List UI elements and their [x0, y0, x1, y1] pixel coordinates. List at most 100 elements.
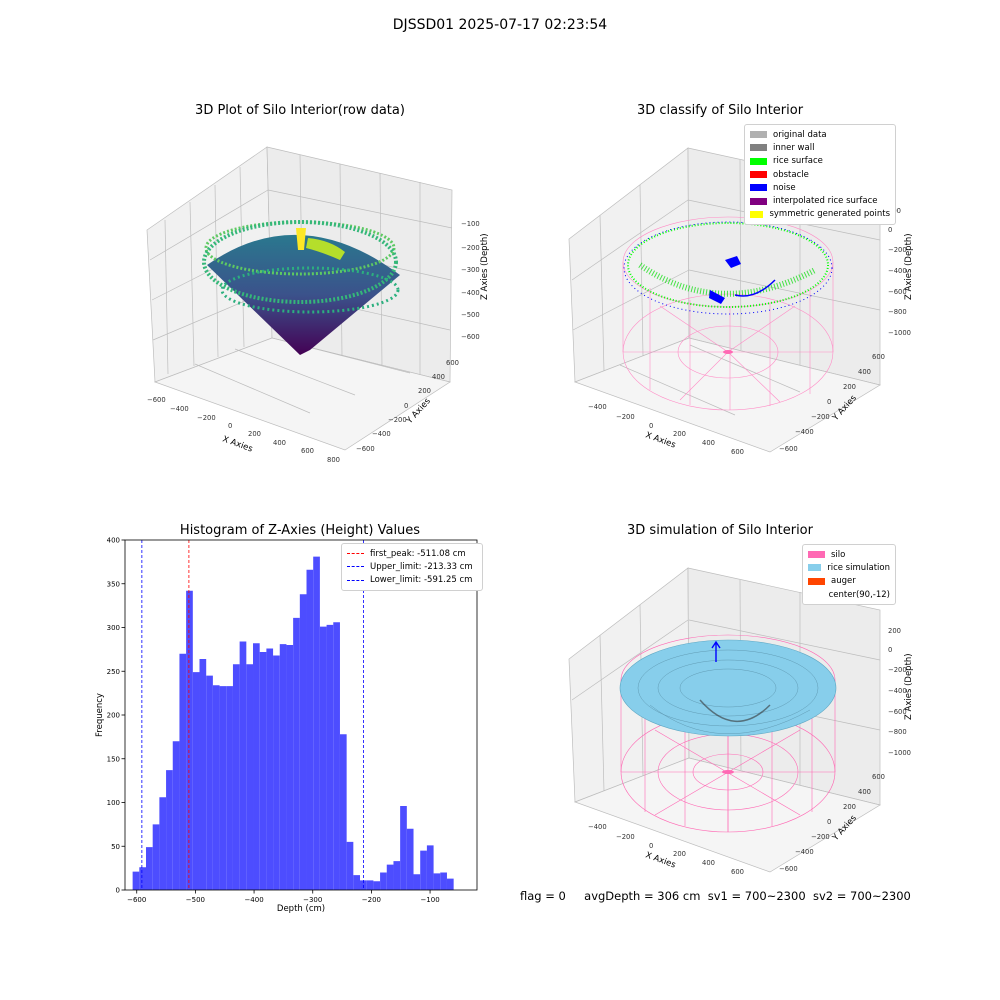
- histogram-bar: [339, 734, 347, 890]
- histogram-bar: [393, 861, 401, 890]
- legend-item-rice-surface: rice surface: [750, 155, 890, 168]
- histogram-bar: [206, 675, 213, 890]
- histogram-x-axis-label: Depth (cm): [277, 904, 325, 914]
- histogram-bar: [192, 672, 200, 890]
- panel-4-z-axis-label: Z Axies (Depth): [904, 653, 914, 720]
- histogram-y-tick-label: 400: [107, 537, 120, 545]
- histogram-y-tick-label: 300: [107, 624, 120, 632]
- histogram-bar: [132, 871, 140, 890]
- panel-2-z-axis-label: Z Axies (Depth): [904, 233, 914, 300]
- svg-text:0: 0: [649, 422, 653, 430]
- histogram-y-axis-label: Frequency: [95, 693, 105, 737]
- legend-swatch: [808, 551, 825, 559]
- sv2-text: sv2 = 700~2300: [812, 889, 911, 903]
- svg-text:−400: −400: [888, 267, 907, 275]
- svg-text:400: 400: [273, 439, 286, 447]
- svg-text:200: 200: [673, 850, 686, 858]
- svg-text:600: 600: [731, 448, 744, 456]
- histogram-title: Histogram of Z-Axies (Height) Values: [179, 523, 421, 538]
- histogram-bar: [232, 664, 240, 890]
- histogram-bar: [440, 872, 447, 890]
- histogram-bar: [413, 874, 421, 890]
- svg-text:−200: −200: [616, 413, 635, 421]
- panel-4-title: 3D simulation of Silo Interior: [627, 523, 813, 538]
- panel-4-legend: silo rice simulation auger center(90,-12…: [802, 544, 896, 606]
- legend-item-lower-limit: Lower_limit: -591.25 cm: [347, 574, 477, 587]
- svg-text:600: 600: [301, 447, 314, 455]
- svg-text:0: 0: [888, 226, 892, 234]
- histogram-bar: [199, 659, 207, 890]
- histogram-bar: [152, 824, 160, 890]
- svg-text:−200: −200: [811, 833, 830, 841]
- svg-text:−400: −400: [795, 428, 814, 436]
- panel-1-cone-surface: [207, 234, 400, 355]
- legend-item-symmetric: symmetric generated points: [750, 208, 890, 221]
- panel-2-x-tick-labels: −400 −200 0 200 400 600: [588, 403, 744, 456]
- svg-text:−500: −500: [461, 311, 480, 319]
- svg-text:200: 200: [888, 627, 901, 635]
- legend-item-silo: silo: [808, 548, 890, 561]
- legend-line-red: [347, 553, 364, 555]
- histogram-bar: [299, 594, 307, 890]
- svg-text:−600: −600: [888, 708, 907, 716]
- legend-swatch: [750, 131, 767, 139]
- svg-text:200: 200: [418, 387, 431, 395]
- legend-item-rice-simulation: rice simulation: [808, 561, 890, 574]
- histogram-y-tick-label: 250: [107, 668, 120, 676]
- histogram-bar: [293, 617, 300, 890]
- panel-1-x-tick-labels: −600 −400 −200 0 200 400 600 800: [147, 396, 340, 464]
- svg-text:−200: −200: [616, 833, 635, 841]
- histogram-bar: [212, 685, 220, 890]
- svg-text:−200: −200: [461, 244, 480, 252]
- histogram-bar: [186, 590, 193, 890]
- legend-swatch: [750, 184, 767, 192]
- svg-text:600: 600: [872, 773, 885, 781]
- histogram-bar: [266, 648, 274, 890]
- svg-text:0: 0: [827, 818, 831, 826]
- svg-text:200: 200: [843, 803, 856, 811]
- rice-simulation-surface: [619, 639, 837, 737]
- legend-item-upper-limit: Upper_limit: -213.33 cm: [347, 560, 477, 573]
- svg-text:400: 400: [702, 859, 715, 867]
- svg-text:−800: −800: [888, 308, 907, 316]
- histogram-bar: [406, 828, 414, 890]
- legend-swatch: [750, 210, 764, 218]
- svg-text:−200: −200: [197, 414, 216, 422]
- legend-line-blue: [347, 566, 364, 568]
- svg-text:600: 600: [446, 359, 459, 367]
- panel-2-legend: original data inner wall rice surface ob…: [744, 124, 896, 226]
- histogram-bar: [172, 741, 180, 890]
- panel-1-title: 3D Plot of Silo Interior(row data): [195, 103, 405, 118]
- histogram-bar: [279, 644, 287, 890]
- panel-4-y-tick-labels: 600 400 200 0 −200 −400 −600: [779, 773, 885, 873]
- histogram-bar: [386, 864, 394, 890]
- svg-text:−600: −600: [461, 333, 480, 341]
- svg-text:−200: −200: [888, 666, 907, 674]
- histogram-bar: [380, 872, 387, 890]
- histogram-bar: [306, 569, 314, 890]
- histogram-y-tick-label: 200: [107, 712, 120, 720]
- panel-4-x-tick-labels: −400 −200 0 200 400 600: [588, 823, 744, 876]
- histogram-bar: [433, 873, 441, 890]
- svg-text:200: 200: [673, 430, 686, 438]
- histogram-bar: [179, 653, 187, 890]
- svg-text:−200: −200: [888, 246, 907, 254]
- panel-2-title: 3D classify of Silo Interior: [636, 103, 804, 118]
- legend-swatch: [750, 157, 767, 165]
- svg-text:0: 0: [649, 842, 653, 850]
- histogram-x-tick-label: −600: [127, 896, 146, 904]
- histogram-bar: [446, 878, 454, 890]
- svg-text:200: 200: [843, 383, 856, 391]
- histogram-x-tick-label: −400: [244, 896, 263, 904]
- panel-1-z-tick-labels: −100 −200 −300 −400 −500 −600: [461, 220, 480, 341]
- svg-text:−600: −600: [779, 445, 798, 453]
- figure-title: DJSSD01 2025-07-17 02:23:54: [392, 17, 608, 33]
- histogram-y-tick-label: 150: [107, 755, 120, 763]
- sv1-text: sv1 = 700~2300: [707, 889, 806, 903]
- histogram-bar: [253, 643, 260, 890]
- legend-item-first-peak: first_peak: -511.08 cm: [347, 547, 477, 560]
- svg-text:−600: −600: [147, 396, 166, 404]
- panel-1-z-axis-label: Z Axies (Depth): [480, 233, 490, 300]
- histogram-bar: [313, 556, 320, 890]
- svg-text:−200: −200: [811, 413, 830, 421]
